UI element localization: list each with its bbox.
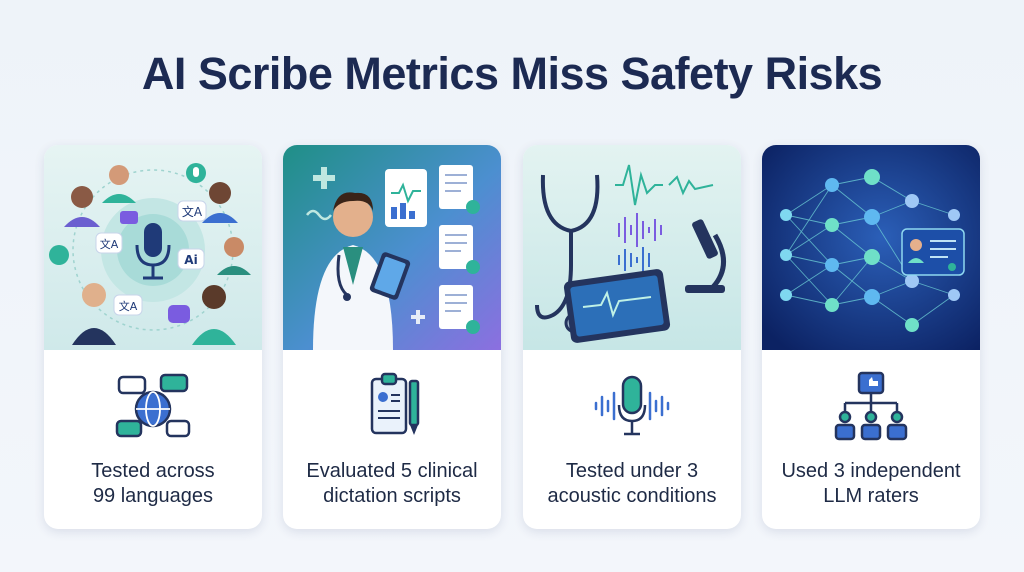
page-title: AI Scribe Metrics Miss Safety Risks bbox=[141, 48, 883, 99]
card-caption: Used 3 independent LLM raters bbox=[762, 459, 980, 509]
speaker-figures bbox=[64, 165, 251, 345]
caption-line-1: Tested under 3 bbox=[565, 460, 699, 482]
speech-globe-icon bbox=[115, 373, 191, 438]
clipboard-pen-icon bbox=[370, 372, 420, 435]
card-caption: Evaluated 5 clinical dictation scripts bbox=[283, 459, 501, 509]
network-nodes bbox=[780, 169, 960, 332]
card-caption: Tested under 3 acoustic conditions bbox=[523, 459, 741, 509]
microphone-waveform-icon bbox=[594, 375, 670, 436]
doctor-figure bbox=[313, 192, 411, 350]
caption-line-1: Tested across bbox=[91, 460, 215, 482]
card-languages: 文A 文A Ai 文A Tested across 99 languages bbox=[44, 145, 262, 529]
card-caption: Tested across 99 languages bbox=[44, 459, 262, 509]
caption-line-2: dictation scripts bbox=[323, 485, 461, 507]
caption-line-2: LLM raters bbox=[823, 485, 919, 507]
card-dictation-scripts: Evaluated 5 clinical dictation scripts bbox=[283, 145, 501, 529]
translate-badge-1: 文A bbox=[182, 204, 203, 219]
card-acoustic-conditions: Tested under 3 acoustic conditions bbox=[523, 145, 741, 529]
card-llm-raters: Used 3 independent LLM raters bbox=[762, 145, 980, 529]
document-stack bbox=[439, 165, 480, 334]
translate-badge-3: 文A bbox=[119, 299, 138, 313]
doctor-documents-illustration bbox=[283, 145, 501, 350]
translate-badge-2: 文A bbox=[100, 237, 119, 251]
stethoscope-waveform-illustration bbox=[523, 145, 741, 350]
caption-line-1: Used 3 independent bbox=[781, 460, 961, 482]
neural-network-illustration bbox=[762, 145, 980, 350]
caption-line-2: acoustic conditions bbox=[547, 485, 717, 507]
caption-line-1: Evaluated 5 clinical bbox=[306, 460, 478, 482]
ai-badge: Ai bbox=[184, 253, 197, 267]
multilingual-speakers-illustration: 文A 文A Ai 文A bbox=[44, 145, 262, 350]
caption-line-2: 99 languages bbox=[92, 485, 214, 507]
raters-thumbs-up-icon bbox=[834, 371, 908, 441]
